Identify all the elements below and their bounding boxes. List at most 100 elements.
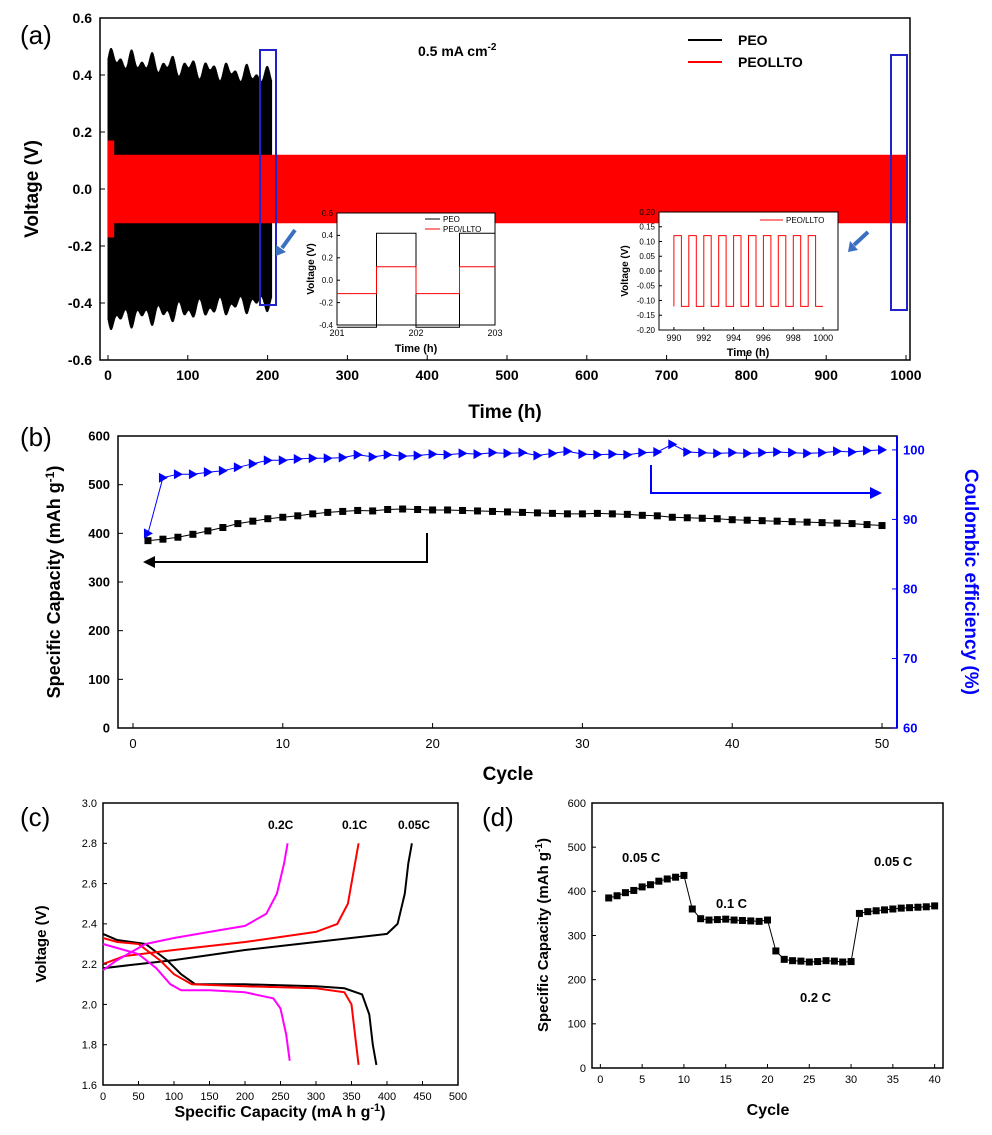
inset-1-plot bbox=[337, 232, 495, 328]
efficiency-point bbox=[668, 439, 678, 450]
panel-b-ytick-label: 0 bbox=[103, 721, 110, 736]
panel-d-ytick-label: 400 bbox=[568, 886, 586, 898]
rate-point bbox=[730, 916, 738, 924]
curve-charge-1 bbox=[102, 843, 360, 966]
panel-b-ytick-label: 600 bbox=[88, 429, 110, 444]
rate-point bbox=[697, 915, 705, 923]
inset-2-ytick-label: -0.10 bbox=[637, 296, 656, 305]
capacity-point bbox=[489, 507, 497, 515]
panel-a-xtick-label: 300 bbox=[336, 367, 360, 383]
efficiency-point bbox=[608, 449, 618, 460]
panel-b-y2-ytick-label: 80 bbox=[903, 582, 917, 597]
inset-1-ticks: 201 202 203 0.6 0.4 0.2 0.0 -0.2 -0.4 bbox=[319, 209, 502, 338]
efficiency-point bbox=[638, 447, 648, 458]
inset-2-xtick-label: 996 bbox=[756, 333, 771, 343]
panel-c-ytick-label: 1.6 bbox=[82, 1080, 97, 1092]
efficiency-point bbox=[458, 448, 468, 459]
capacity-point bbox=[713, 515, 721, 523]
panel-c-xlabel: Specific Capacity (mA h g-1) bbox=[174, 1102, 385, 1121]
panel-b-xtick-label: 50 bbox=[875, 736, 889, 751]
rate-point bbox=[688, 905, 696, 913]
panel-c-xtick-label: 300 bbox=[307, 1091, 325, 1103]
panel-d-xtick-label: 35 bbox=[887, 1074, 899, 1086]
efficiency-point bbox=[413, 450, 423, 461]
rate-point bbox=[722, 915, 730, 923]
rate-point bbox=[797, 957, 805, 965]
panel-c-xtick-label: 250 bbox=[271, 1091, 289, 1103]
inset-1-xtick-label: 202 bbox=[408, 328, 423, 338]
rate-point bbox=[747, 917, 755, 925]
capacity-point bbox=[249, 517, 257, 525]
efficiency-point bbox=[698, 447, 708, 458]
efficiency-point bbox=[593, 449, 603, 460]
capacity-point bbox=[758, 517, 766, 525]
efficiency-point bbox=[188, 469, 198, 480]
panel-a-plot bbox=[107, 48, 907, 330]
inset-1-legend-peollto: PEO/LLTO bbox=[443, 225, 481, 234]
rate-point bbox=[764, 916, 771, 924]
panel-c-xtick-label: 0 bbox=[100, 1091, 106, 1103]
capacity-point bbox=[683, 514, 691, 522]
rate-label-4: 0.05 C bbox=[874, 854, 913, 869]
inset-1-ytick-label: 0.2 bbox=[322, 254, 334, 263]
rate-point bbox=[705, 916, 713, 924]
capacity-point bbox=[593, 509, 601, 517]
capacity-point bbox=[878, 522, 886, 530]
panel-c-xtick-label: 500 bbox=[449, 1091, 467, 1103]
panel-d-xtick-label: 0 bbox=[597, 1074, 603, 1086]
panel-d-xtick-label: 15 bbox=[720, 1074, 732, 1086]
capacity-point bbox=[504, 508, 511, 516]
panel-c-ticks: 0 50 100 150 200 250 300 350 400 450 500 1.6 1.8 2.0 2… bbox=[82, 798, 467, 1103]
panel-a-ticks: 0 100 200 300 400 500 600 700 800 900 1000 0.6 0.4 0.… bbox=[68, 10, 922, 383]
inset-2-ylabel: Voltage (V) bbox=[620, 245, 631, 296]
inset-2-ytick-label: 0.15 bbox=[639, 223, 655, 232]
inset-1-ytick-label: 0.0 bbox=[322, 276, 334, 285]
highlight-box-right bbox=[890, 54, 908, 311]
panel-b-plot bbox=[143, 439, 888, 545]
rate-point bbox=[663, 875, 671, 883]
inset-2-xtick-label: 998 bbox=[786, 333, 801, 343]
panel-b-frame bbox=[117, 435, 898, 729]
panel-b-ytick-label: 300 bbox=[88, 575, 110, 590]
efficiency-point bbox=[233, 462, 243, 473]
efficiency-point bbox=[443, 449, 453, 460]
rate-label-1: 0.05 C bbox=[622, 850, 661, 865]
inset-2-ytick-label: 0.05 bbox=[639, 252, 655, 261]
rate-point bbox=[931, 902, 939, 910]
rate-point bbox=[906, 904, 914, 912]
rate-point bbox=[755, 917, 763, 925]
panel-c-plot bbox=[102, 843, 413, 1066]
efficiency-point bbox=[263, 455, 273, 466]
panel-d-xtick-label: 30 bbox=[845, 1074, 857, 1086]
efficiency-point bbox=[773, 446, 783, 457]
inset-2-ytick-label: -0.20 bbox=[637, 326, 656, 335]
capacity-point bbox=[339, 507, 347, 515]
panel-d-ylabel: Specific Capacity (mAh g-1) bbox=[534, 838, 552, 1032]
legend-peo-label: PEO bbox=[738, 32, 768, 48]
inset-2-ytick-label: -0.15 bbox=[637, 311, 656, 320]
rate-point bbox=[613, 892, 621, 900]
panel-b-xtick-label: 0 bbox=[129, 736, 136, 751]
efficiency-point bbox=[308, 453, 318, 464]
panel-c-ytick-label: 2.8 bbox=[82, 838, 97, 850]
curve-discharge-1 bbox=[102, 937, 360, 1066]
efficiency-point bbox=[353, 449, 363, 460]
capacity-point bbox=[848, 520, 856, 528]
capacity-point bbox=[174, 533, 182, 541]
capacity-point bbox=[354, 506, 362, 514]
panel-d-label: (d) bbox=[482, 802, 514, 832]
efficiency-point bbox=[758, 447, 768, 458]
efficiency-point bbox=[278, 455, 288, 466]
panel-c: (c) 0 50 100 150 200 250 300 350 400 450 500 1.6 1.8… bbox=[20, 798, 467, 1121]
capacity-point bbox=[548, 509, 556, 517]
panel-a-xtick-label: 400 bbox=[416, 367, 440, 383]
capacity-point bbox=[743, 516, 751, 524]
panel-b-xlabel: Cycle bbox=[483, 764, 534, 785]
capacity-point bbox=[474, 507, 482, 515]
panel-a-xtick-label: 600 bbox=[575, 367, 599, 383]
rate-point bbox=[922, 903, 930, 911]
efficiency-point bbox=[533, 450, 543, 461]
capacity-point bbox=[414, 505, 422, 513]
panel-a-xtick-label: 0 bbox=[104, 367, 112, 383]
